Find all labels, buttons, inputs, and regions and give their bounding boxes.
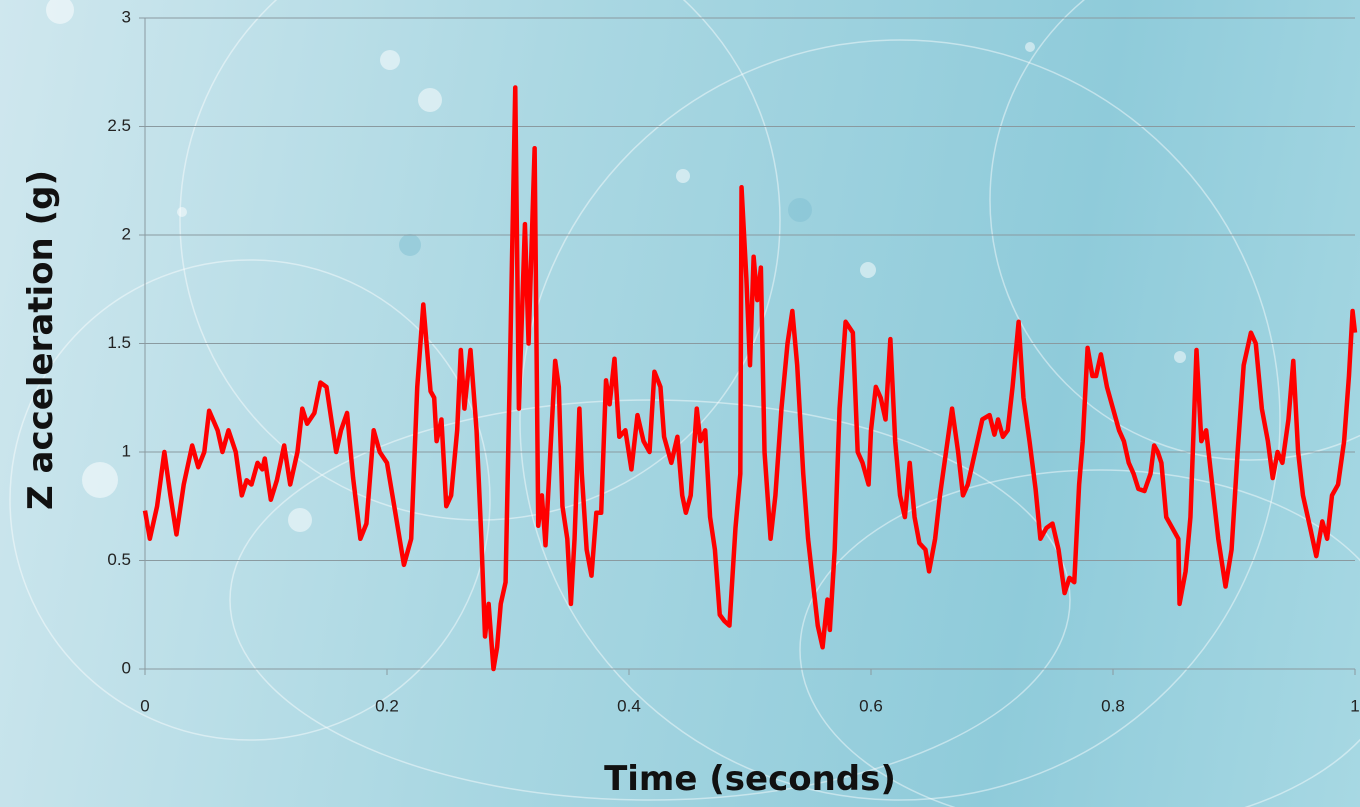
background-dots [46, 0, 1186, 532]
y-axis-title: Z acceleration (g) [21, 170, 61, 510]
x-tick-label: 0.6 [859, 696, 883, 715]
x-tick-label: 1 [1350, 696, 1359, 715]
background-decor [9, 0, 1360, 807]
x-tick-label: 0 [140, 696, 149, 715]
x-tick-label: 0.8 [1101, 696, 1125, 715]
y-tick-label: 0.5 [107, 550, 131, 569]
y-tick-label: 2 [122, 224, 131, 243]
x-axis-title: Time (seconds) [604, 759, 896, 799]
y-tick-label: 3 [122, 7, 131, 26]
x-tick-label: 0.2 [375, 696, 399, 715]
y-tick-label: 1.5 [107, 333, 131, 352]
y-tick-label: 0 [122, 658, 131, 677]
y-tick-label: 1 [122, 441, 131, 460]
data-line [142, 85, 1358, 672]
y-tick-label: 2.5 [107, 116, 131, 135]
x-tick-label: 0.4 [617, 696, 641, 715]
